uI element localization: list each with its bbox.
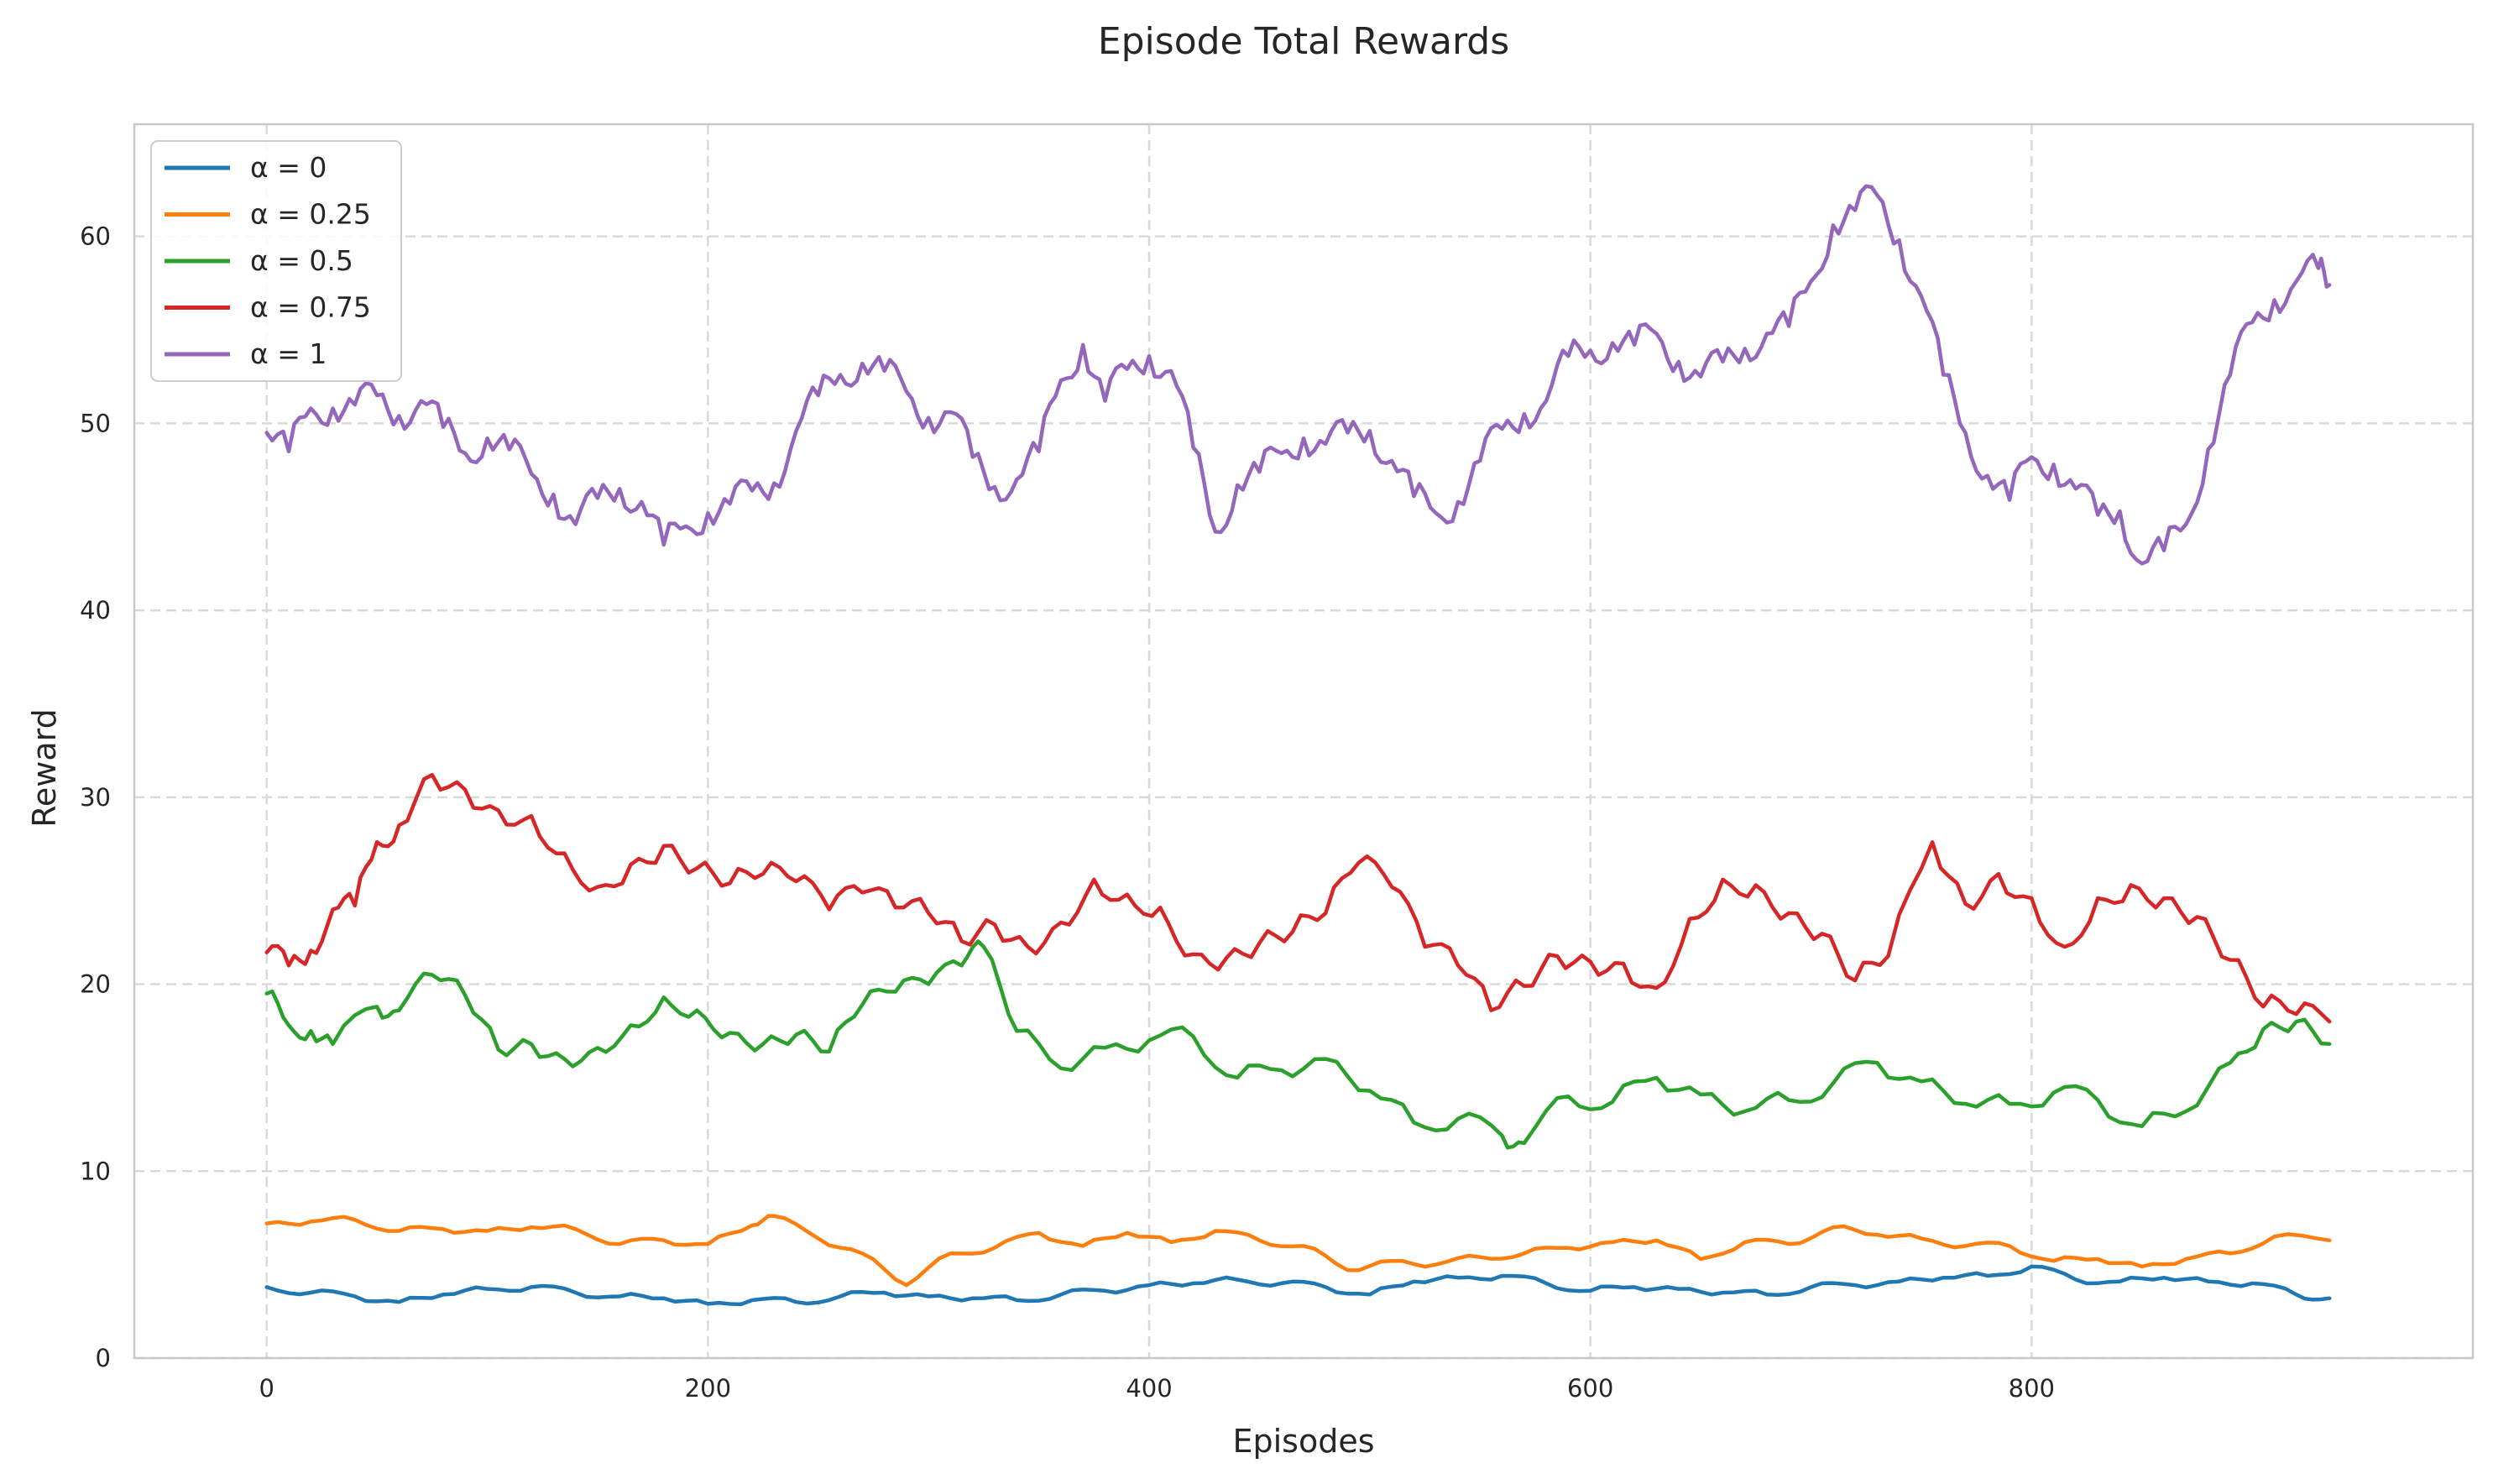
series-line-4: [264, 184, 2332, 566]
series-line-1: [264, 1214, 2332, 1288]
y-tick-label: 50: [80, 409, 111, 437]
x-tick-label: 200: [685, 1374, 731, 1403]
legend-label: α = 0.25: [250, 198, 371, 231]
y-tick-label: 20: [80, 970, 111, 999]
x-tick-label: 600: [1567, 1374, 1613, 1403]
x-tick-label: 0: [259, 1374, 274, 1403]
series-lines: [264, 184, 2332, 1307]
series-line-2: [264, 939, 2332, 1150]
legend: α = 0 α = 0.25 α = 0.5 α = 0.75 α = 1: [150, 140, 402, 382]
y-tick-label: 60: [80, 222, 111, 251]
x-tick-label: 400: [1126, 1374, 1172, 1403]
legend-label: α = 0.75: [250, 291, 371, 324]
legend-items: α = 0 α = 0.25 α = 0.5 α = 0.75 α = 1: [165, 151, 371, 370]
axis-ticks: 0 200 400 600 800 0 10 20 30 40 50 60: [80, 222, 2055, 1403]
y-tick-label: 40: [80, 596, 111, 624]
chart-title: Episode Total Rewards: [1098, 20, 1509, 63]
series-line-0: [264, 1264, 2332, 1307]
legend-label: α = 0: [250, 151, 327, 184]
x-axis-label: Episodes: [1232, 1423, 1374, 1460]
legend-box: [150, 140, 402, 382]
grid-lines: [134, 124, 2473, 1360]
series-line-3: [264, 772, 2332, 1024]
y-tick-label: 0: [96, 1344, 111, 1372]
y-tick-label: 10: [80, 1157, 111, 1185]
y-tick-label: 30: [80, 783, 111, 812]
plot-frame: [133, 123, 2475, 1360]
y-axis-label: Reward: [26, 708, 63, 828]
x-tick-label: 800: [2009, 1374, 2055, 1403]
legend-label: α = 1: [250, 337, 327, 370]
legend-label: α = 0.5: [250, 244, 353, 277]
